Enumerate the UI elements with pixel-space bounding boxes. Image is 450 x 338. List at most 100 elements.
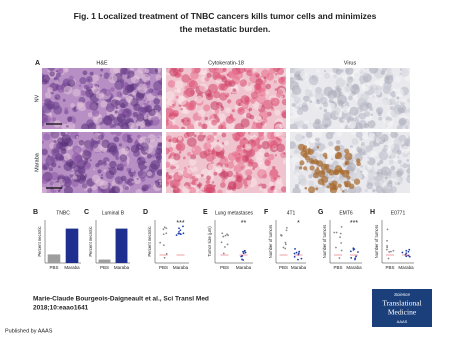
dot	[349, 250, 352, 253]
tissue-blob	[115, 132, 122, 137]
tissue-blob	[324, 123, 329, 128]
tissue-blob	[377, 109, 381, 113]
tissue-blob	[103, 169, 107, 173]
virus-stain	[333, 169, 339, 175]
dot	[386, 228, 389, 231]
tissue-blob	[231, 109, 235, 113]
dot	[408, 255, 411, 258]
virus-stain	[315, 187, 319, 191]
tissue-blob	[360, 81, 364, 85]
tissue-blob	[399, 176, 404, 181]
tissue-blob	[239, 79, 248, 87]
tissue-blob	[85, 100, 94, 110]
tissue-blob	[314, 118, 321, 125]
x-tick-label: Maraba	[114, 265, 130, 270]
tissue-blob	[404, 139, 410, 147]
dot	[340, 249, 343, 252]
tissue-blob	[42, 186, 47, 193]
tissue-blob	[407, 163, 410, 169]
tissue-blob	[304, 88, 312, 97]
tissue-blob	[263, 118, 268, 124]
tissue-blob	[180, 126, 186, 129]
dot	[297, 258, 299, 261]
tissue-blob	[238, 102, 242, 107]
tissue-blob	[100, 68, 104, 72]
dot	[165, 227, 168, 230]
tissue-blob	[79, 77, 87, 85]
tissue-blob	[226, 161, 235, 169]
tissue-blob	[394, 88, 404, 98]
tissue-blob	[213, 76, 217, 81]
tissue-blob	[137, 157, 141, 160]
tissue-blob	[116, 113, 127, 123]
tissue-blob	[53, 76, 58, 81]
tissue-blob	[136, 156, 146, 166]
tissue-blob	[154, 180, 157, 183]
tissue-blob	[349, 146, 357, 154]
tissue-blob	[144, 115, 148, 120]
tissue-blob	[259, 187, 263, 191]
tissue-blob	[381, 98, 390, 107]
tissue-blob	[156, 169, 162, 176]
dot	[338, 257, 341, 259]
dot	[165, 232, 168, 235]
tissue-blob	[195, 180, 200, 185]
tissue-blob	[154, 152, 162, 159]
logo-text: Medicine	[388, 308, 417, 317]
tissue-blob	[299, 170, 302, 173]
tissue-blob	[396, 155, 400, 159]
tissue-blob	[375, 185, 384, 193]
tissue-blob	[220, 182, 226, 188]
tissue-blob	[97, 169, 102, 174]
tissue-blob	[67, 116, 73, 122]
tissue-blob	[368, 68, 379, 74]
tissue-blob	[197, 134, 205, 142]
tissue-blob	[191, 145, 202, 156]
virus-stain	[344, 161, 348, 165]
tissue-blob	[393, 137, 403, 147]
tissue-blob	[137, 83, 148, 94]
tissue-blob	[362, 72, 368, 77]
tissue-blob	[310, 96, 316, 102]
tissue-blob	[367, 170, 378, 180]
virus-stain	[308, 186, 316, 193]
significance: ***	[176, 220, 184, 227]
tissue-blob	[58, 165, 61, 169]
x-tick-label: PBS	[333, 265, 342, 270]
tissue-blob	[205, 152, 215, 162]
logo-text: Science	[394, 292, 411, 297]
tissue-blob	[334, 143, 337, 147]
tissue-blob	[319, 107, 322, 110]
tissue-blob	[110, 87, 115, 92]
citation: 2018;10:eaao1641	[33, 305, 89, 312]
tissue-blob	[116, 91, 123, 98]
tissue-blob	[85, 163, 91, 169]
tissue-blob	[166, 180, 170, 187]
tissue-blob	[183, 166, 187, 170]
dot	[333, 231, 336, 234]
tissue-blob	[81, 123, 89, 129]
logo-text: AAAS	[397, 319, 408, 324]
panel-label: E	[203, 209, 208, 216]
tissue-blob	[72, 175, 77, 180]
x-tick-label: Maraba	[346, 265, 362, 270]
tissue-blob	[390, 88, 393, 91]
tissue-blob	[127, 70, 135, 78]
tissue-blob	[169, 68, 179, 77]
tissue-blob	[45, 155, 55, 166]
tissue-blob	[192, 181, 197, 186]
tissue-blob	[383, 147, 388, 153]
tissue-blob	[364, 188, 368, 193]
tissue-blob	[274, 88, 278, 92]
tissue-blob	[221, 132, 227, 138]
tissue-blob	[365, 154, 369, 158]
tissue-blob	[398, 119, 406, 127]
tissue-blob	[218, 83, 226, 91]
tissue-blob	[252, 167, 256, 171]
tissue-blob	[90, 140, 99, 149]
tissue-blob	[55, 72, 61, 78]
dot	[408, 248, 411, 251]
tissue-blob	[367, 150, 378, 160]
tissue-blob	[180, 107, 183, 111]
tissue-blob	[192, 148, 195, 151]
